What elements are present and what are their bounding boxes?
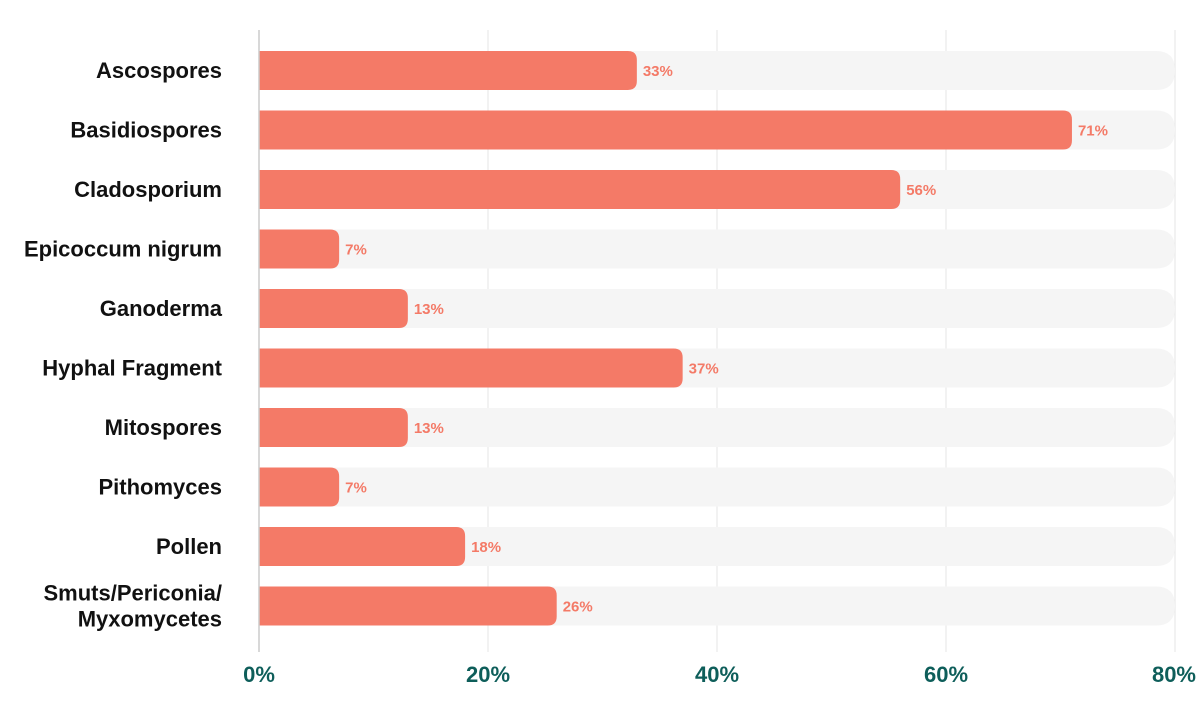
bar: [259, 229, 340, 269]
x-tick-label: 20%: [466, 662, 510, 687]
bar-track: [259, 467, 1175, 507]
bar-track: [259, 229, 1175, 269]
data-labels: 33% 71% 56% 7% 13% 37% 13% 7% 18% 26%: [345, 63, 1108, 616]
category-label: Hyphal Fragment: [42, 356, 222, 381]
data-label: 37%: [689, 361, 719, 378]
data-label: 18%: [471, 539, 501, 556]
x-tick-label: 40%: [695, 662, 739, 687]
bar: [259, 348, 683, 388]
category-label: Basidiospores: [70, 118, 222, 143]
bar: [259, 110, 1072, 150]
data-label: 26%: [563, 599, 593, 616]
bar: [259, 467, 340, 507]
category-label: Ganoderma: [100, 296, 223, 321]
data-label: 13%: [414, 301, 444, 318]
bar-track: [259, 408, 1175, 447]
category-label: Pithomyces: [99, 475, 223, 500]
category-label: Ascospores: [96, 58, 222, 83]
x-tick-label: 60%: [924, 662, 968, 687]
bar: [259, 51, 637, 90]
data-label: 33%: [643, 63, 673, 80]
bar: [259, 527, 466, 566]
x-tick-labels: 0% 20% 40% 60% 80%: [243, 662, 1196, 687]
bar: [259, 170, 901, 209]
x-tick-label: 0%: [243, 662, 275, 687]
category-label: Myxomycetes: [78, 607, 222, 632]
bars: [259, 51, 1072, 626]
bar: [259, 408, 408, 447]
data-label: 71%: [1078, 123, 1108, 140]
data-label: 7%: [345, 480, 367, 497]
data-label: 7%: [345, 242, 367, 259]
bar-track: [259, 527, 1175, 566]
x-tick-label: 80%: [1152, 662, 1196, 687]
category-label: Cladosporium: [74, 177, 222, 202]
data-label: 13%: [414, 420, 444, 437]
category-label: Pollen: [156, 534, 222, 559]
bar: [259, 289, 408, 328]
bar: [259, 586, 557, 626]
category-label: Epicoccum nigrum: [24, 237, 222, 262]
category-label: Smuts/Periconia/: [43, 581, 222, 606]
bar-track: [259, 289, 1175, 328]
category-labels: Ascospores Basidiospores Cladosporium Epico…: [24, 58, 223, 632]
category-label: Mitospores: [105, 415, 222, 440]
data-label: 56%: [906, 182, 936, 199]
